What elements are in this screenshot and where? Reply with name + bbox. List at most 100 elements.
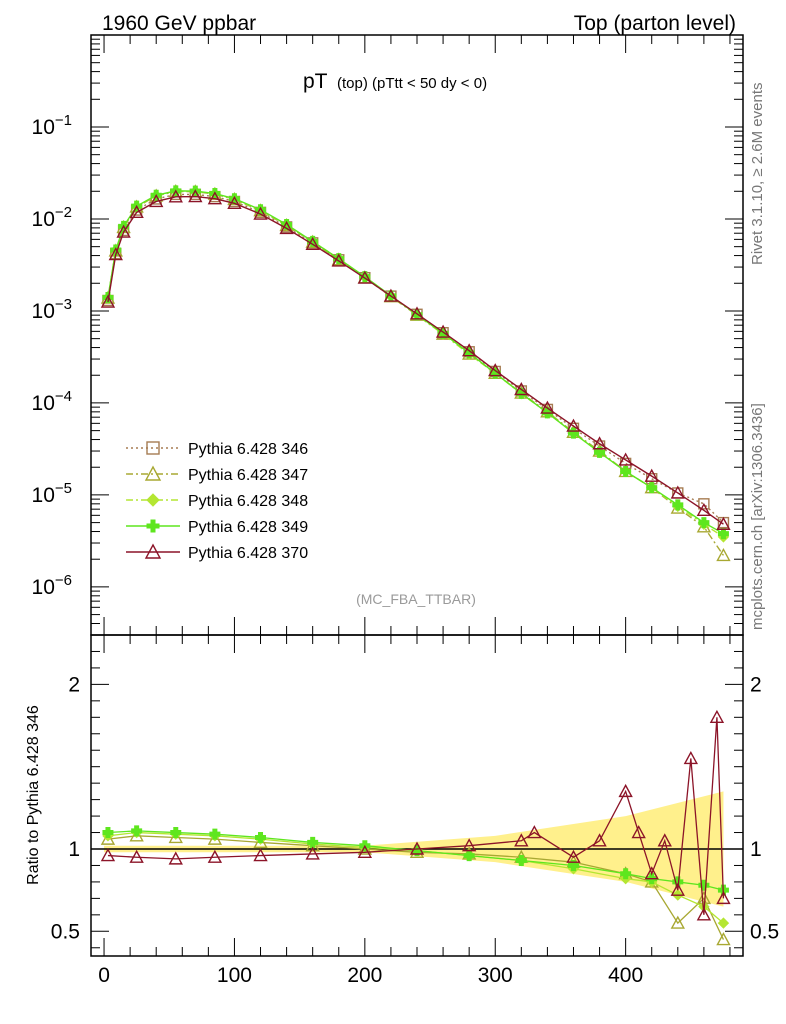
y-tick-label: 10−6	[32, 572, 72, 599]
data-point	[696, 907, 712, 921]
data-point	[594, 446, 606, 458]
data-point	[168, 189, 183, 203]
series-pythia-6-428-348	[102, 185, 730, 543]
data-point	[716, 932, 731, 946]
y-tick-label: 10−5	[32, 480, 72, 507]
x-tick-labels: 0 100 200 300 400	[98, 964, 643, 987]
ratio-y-tick-label: 1	[68, 838, 80, 861]
data-point	[618, 452, 633, 466]
series-line	[107, 830, 724, 891]
ratio-y-tick-label: 0.5	[51, 920, 80, 943]
data-point	[333, 253, 345, 265]
data-point	[100, 831, 116, 845]
main-series-group	[100, 184, 731, 562]
x-tick-label: 400	[608, 964, 643, 987]
ratio-y-tick-label-right: 0.5	[750, 920, 779, 943]
y-tick-label: 10−2	[32, 204, 72, 231]
ratio-y-axis-label: Ratio to Pythia 6.428 346	[25, 705, 42, 885]
data-point	[620, 465, 632, 477]
data-point	[255, 831, 267, 843]
data-point	[146, 441, 160, 455]
header-left: 1960 GeV ppbar	[102, 12, 256, 35]
data-point	[279, 220, 294, 235]
data-point	[461, 343, 477, 357]
data-point	[488, 363, 503, 377]
data-point	[515, 855, 527, 867]
data-point	[359, 271, 371, 283]
data-point	[409, 306, 425, 320]
ratio-axis-ticks	[91, 650, 743, 949]
data-point	[672, 499, 684, 511]
data-point	[305, 846, 320, 860]
data-point	[409, 841, 425, 855]
data-point	[592, 833, 607, 847]
data-point	[644, 866, 659, 880]
legend-label: Pythia 6.428 348	[188, 493, 308, 510]
data-point	[527, 825, 542, 839]
data-point	[567, 427, 579, 439]
data-point	[592, 436, 607, 450]
data-point	[383, 288, 399, 302]
legend-label: Pythia 6.428 349	[188, 519, 308, 536]
data-point	[129, 849, 144, 863]
data-point	[207, 849, 223, 863]
data-point	[108, 247, 123, 261]
data-point	[100, 848, 116, 862]
y-tick-label: 10−1	[32, 112, 72, 139]
data-point	[305, 236, 320, 251]
main-y-tick-labels: 10−1 10−2 10−3 10−4 10−5 10−6	[32, 112, 72, 599]
data-point	[540, 400, 555, 414]
data-point	[253, 834, 268, 849]
data-point	[168, 851, 183, 865]
data-point	[567, 859, 579, 871]
y-tick-label: 10−3	[32, 296, 72, 323]
x-tick-label: 0	[98, 964, 110, 987]
data-point	[144, 543, 162, 559]
data-point	[253, 848, 268, 862]
data-point	[129, 204, 144, 219]
data-point	[696, 502, 712, 517]
data-point	[657, 833, 672, 847]
y-tick-label: 10−4	[32, 388, 72, 415]
data-point	[683, 751, 699, 765]
data-point	[102, 827, 114, 839]
chart-title-main: pT	[303, 70, 328, 93]
data-point	[131, 825, 143, 837]
series-line	[107, 190, 724, 538]
legend-label: Pythia 6.428 347	[188, 467, 308, 484]
x-tick-label: 300	[478, 964, 513, 987]
data-point	[209, 828, 221, 840]
chart-title-sub: (top) (pTtt < 50 dy < 0)	[337, 75, 487, 92]
data-point	[207, 831, 223, 845]
data-point	[207, 191, 223, 205]
x-tick-label: 100	[217, 964, 252, 987]
data-point	[670, 485, 685, 499]
data-point	[698, 498, 710, 510]
data-point	[514, 382, 529, 396]
ratio-plot-frame	[90, 634, 744, 957]
legend-label: Pythia 6.428 370	[188, 545, 308, 562]
data-point	[716, 516, 731, 530]
series-pythia-6-428-349	[102, 185, 729, 540]
data-point	[144, 465, 162, 481]
ratio-y-tick-label: 2	[68, 673, 80, 696]
data-point	[461, 838, 477, 852]
data-point	[709, 709, 725, 724]
x-tick-label: 200	[347, 964, 382, 987]
series-line	[107, 195, 724, 525]
ratio-series-group	[100, 709, 731, 946]
series-line	[107, 717, 725, 915]
data-point	[716, 890, 731, 905]
ratio-y-tick-label-right: 2	[750, 673, 762, 696]
data-point	[357, 844, 373, 858]
ratio-series-pythia-6-428-370	[100, 709, 731, 921]
data-point	[146, 493, 160, 507]
legend-label: Pythia 6.428 346	[188, 441, 308, 458]
analysis-watermark: (MC_FBA_TTBAR)	[356, 591, 476, 607]
data-point	[644, 468, 659, 482]
data-point	[129, 828, 144, 842]
data-point	[149, 193, 164, 208]
data-point	[618, 783, 633, 798]
data-point	[116, 224, 131, 238]
